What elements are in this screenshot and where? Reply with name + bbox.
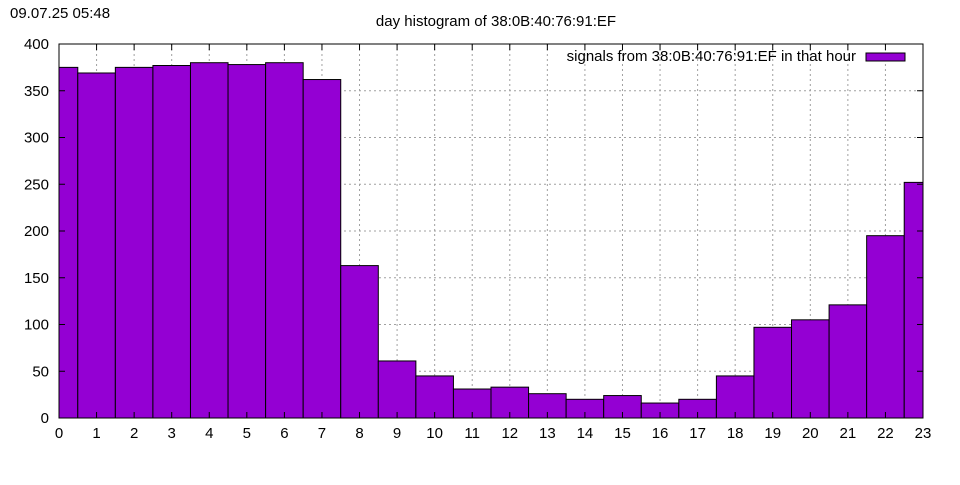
- x-tick-label: 18: [727, 425, 744, 442]
- x-tick-label: 23: [915, 425, 932, 442]
- y-tick-label: 200: [24, 223, 49, 240]
- x-tick-label: 14: [577, 425, 594, 442]
- bar-hour-1: [77, 72, 116, 419]
- x-tick-label: 2: [130, 425, 138, 442]
- legend-label: signals from 38:0B:40:76:91:EF in that h…: [567, 48, 856, 65]
- bar-hour-10: [415, 375, 454, 419]
- x-tick-label: 0: [55, 425, 63, 442]
- x-tick-label: 1: [92, 425, 100, 442]
- chart-title: day histogram of 38:0B:40:76:91:EF: [376, 13, 616, 30]
- bar-hour-0: [58, 66, 79, 419]
- x-tick-label: 4: [205, 425, 213, 442]
- x-tick-label: 6: [280, 425, 288, 442]
- y-tick-label: 50: [32, 363, 49, 380]
- bar-hour-19: [753, 326, 793, 419]
- y-tick-label: 350: [24, 83, 49, 100]
- x-tick-label: 7: [318, 425, 326, 442]
- bar-hour-4: [189, 62, 229, 419]
- y-tick-label: 100: [24, 317, 49, 334]
- bar-hour-5: [227, 64, 267, 419]
- x-tick-label: 9: [393, 425, 401, 442]
- bar-hour-9: [377, 360, 417, 419]
- x-tick-label: 15: [614, 425, 631, 442]
- x-tick-label: 10: [426, 425, 443, 442]
- x-tick-label: 13: [539, 425, 556, 442]
- bar-hour-20: [791, 319, 830, 419]
- bar-hour-2: [114, 66, 154, 419]
- bar-hour-6: [265, 62, 304, 419]
- timestamp: 09.07.25 05:48: [10, 5, 110, 22]
- y-tick-label: 400: [24, 36, 49, 53]
- bar-hour-18: [715, 375, 755, 419]
- bar-hour-3: [152, 65, 191, 419]
- x-tick-label: 16: [652, 425, 669, 442]
- legend-swatch: [865, 52, 906, 62]
- x-tick-label: 21: [840, 425, 857, 442]
- x-tick-label: 20: [802, 425, 819, 442]
- bar-hour-23: [903, 181, 924, 419]
- y-tick-label: 250: [24, 176, 49, 193]
- x-tick-label: 3: [168, 425, 176, 442]
- x-tick-label: 12: [501, 425, 518, 442]
- y-tick-label: 0: [41, 410, 49, 427]
- y-tick-label: 300: [24, 130, 49, 147]
- x-tick-label: 11: [464, 425, 480, 442]
- bars: [58, 62, 924, 419]
- x-tick-label: 8: [355, 425, 363, 442]
- bar-hour-8: [340, 265, 379, 419]
- x-tick-label: 22: [877, 425, 894, 442]
- bar-hour-21: [828, 304, 868, 419]
- x-tick-label: 5: [243, 425, 251, 442]
- bar-hour-7: [302, 79, 342, 419]
- x-tick-label: 17: [689, 425, 706, 442]
- y-tick-label: 150: [24, 270, 49, 287]
- x-tick-label: 19: [764, 425, 781, 442]
- legend: signals from 38:0B:40:76:91:EF in that h…: [567, 48, 906, 65]
- bar-hour-22: [866, 235, 905, 419]
